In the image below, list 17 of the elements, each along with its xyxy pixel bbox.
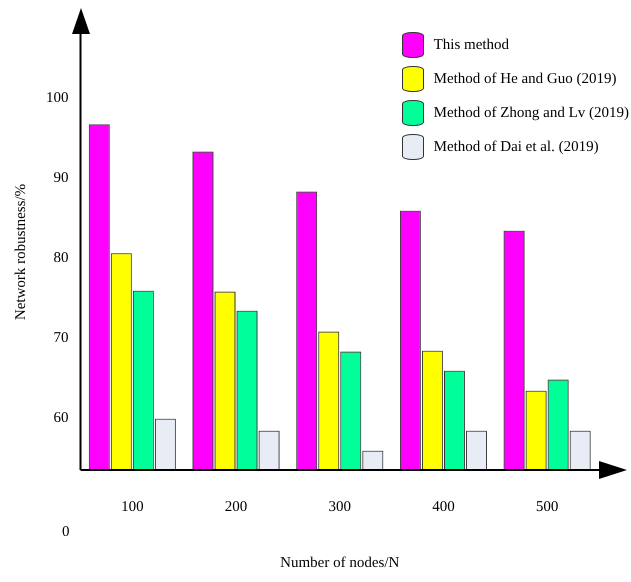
y-tick-label: 70	[54, 330, 68, 346]
x-tick-label: 200	[224, 498, 248, 515]
y-tick-label: 60	[54, 410, 68, 426]
y-tick-label: 80	[54, 250, 68, 266]
x-tick-label: 100	[121, 498, 144, 515]
x-tick-label: 500	[536, 498, 558, 515]
x-tick-label: 300	[328, 498, 351, 515]
y-axis-title: Network robustness/%	[12, 184, 29, 320]
x-tick-label: 400	[432, 498, 455, 515]
legend-label: Method of Zhong and Lv (2019)	[434, 104, 629, 122]
y-tick-label: 90	[54, 170, 68, 186]
text: 0	[62, 524, 70, 541]
y-tick-label: 100	[46, 90, 68, 106]
legend-label: This method	[434, 36, 510, 54]
x-axis-title: Number of nodes/N	[280, 554, 400, 571]
legend-label: Method of He and Guo (2019)	[434, 70, 616, 88]
legend-label: Method of Dai et al. (2019)	[434, 138, 599, 156]
